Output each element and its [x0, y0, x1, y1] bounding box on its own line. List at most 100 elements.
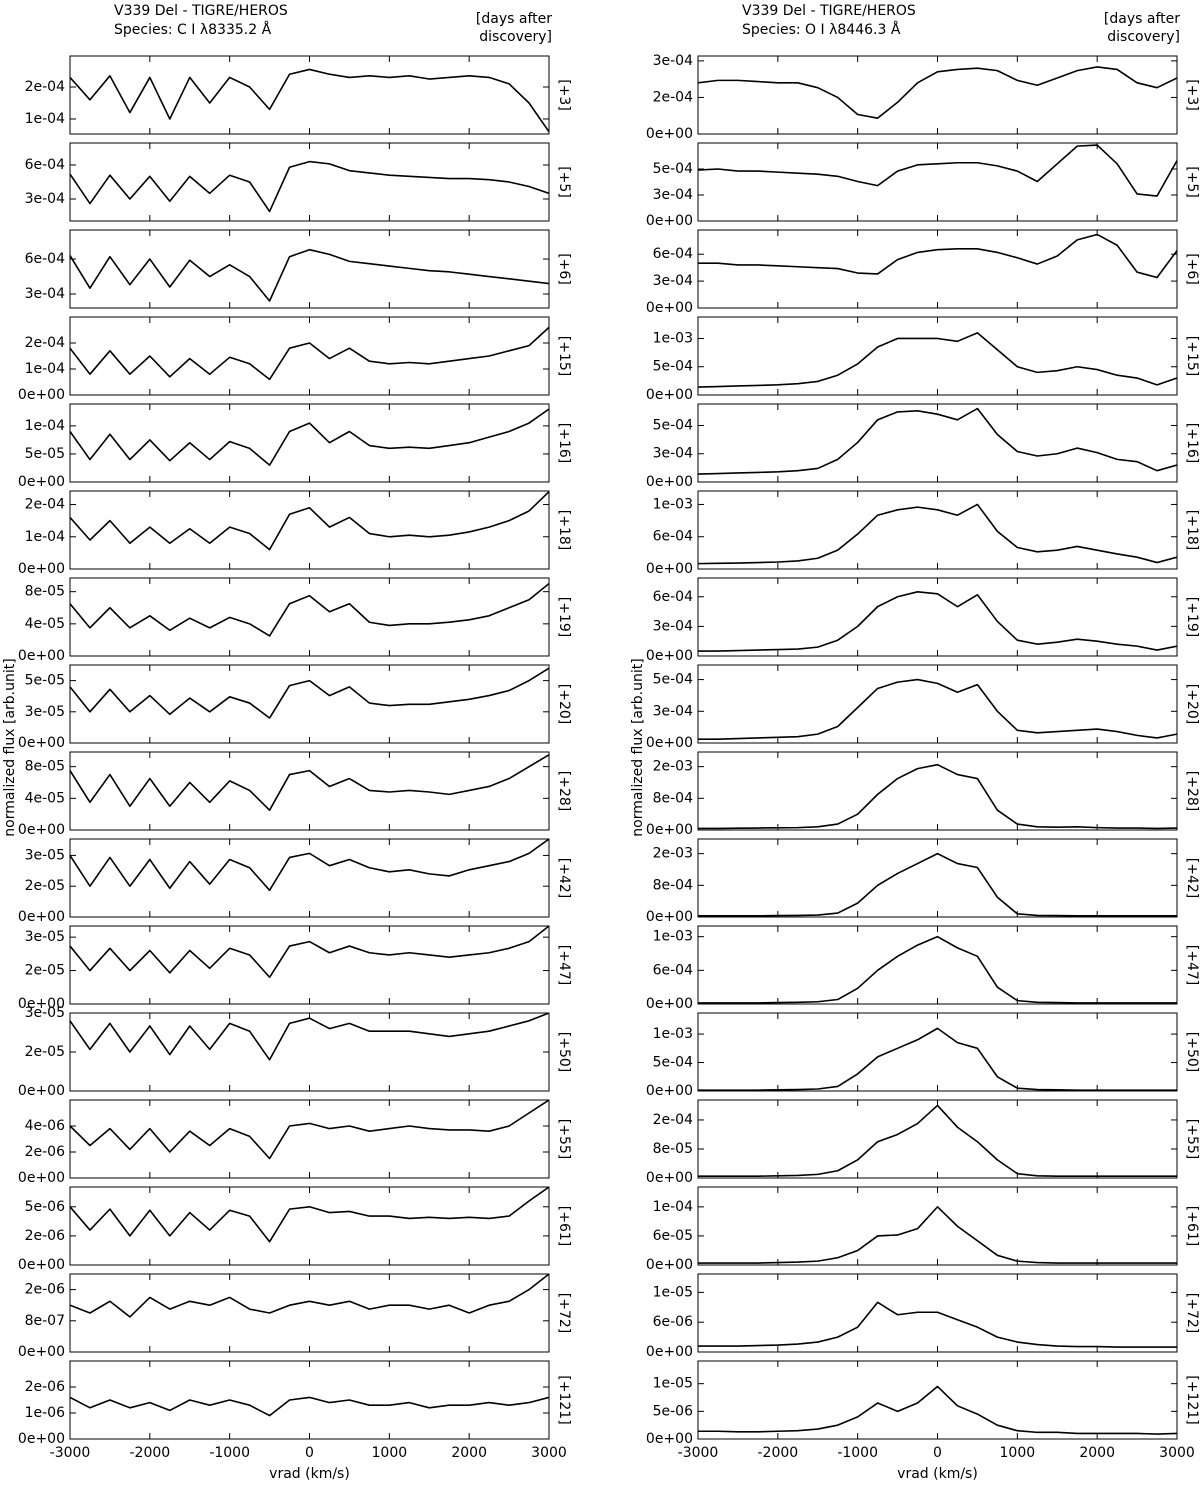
- panel-frame: [69, 838, 550, 918]
- y-tick-label: 6e-04: [25, 157, 65, 173]
- y-tick-label: 0e+00: [18, 1431, 65, 1447]
- spectrum-line: [70, 160, 549, 213]
- panel-day-label: [+3]: [556, 79, 572, 111]
- y-tick-label: 5e-04: [653, 672, 693, 688]
- panel-day-label: [+16]: [556, 423, 572, 463]
- panel-frame: [697, 925, 1178, 1005]
- spectrum-line: [70, 68, 549, 133]
- spectrum-line: [70, 667, 549, 719]
- y-tick-label: 5e-04: [653, 359, 693, 375]
- days-header: [days after: [1104, 11, 1180, 27]
- y-tick-label: 5e-04: [653, 1055, 693, 1071]
- y-tick-label: 3e-04: [653, 187, 693, 203]
- y-tick-label: 8e-07: [25, 1313, 65, 1329]
- y-tick-label: 1e-05: [653, 1284, 693, 1300]
- spectrum-line: [70, 1396, 549, 1417]
- x-tick-label: 2000: [451, 1445, 487, 1461]
- panel-day-label: [+72]: [556, 1293, 572, 1333]
- y-tick-label: 3e-05: [25, 704, 65, 720]
- panel-frame: [697, 664, 1178, 744]
- y-tick-label: 1e-04: [653, 1199, 693, 1215]
- y-tick-label: 8e-04: [653, 877, 693, 893]
- panel-day-label: [+61]: [556, 1206, 572, 1246]
- panel-day-label: [+50]: [556, 1032, 572, 1072]
- y-tick-label: 0e+00: [646, 996, 693, 1012]
- panel-day-label: [+3]: [1184, 79, 1200, 111]
- panel-frame: [69, 1012, 550, 1092]
- panel-frame: [697, 490, 1178, 570]
- spectrum-line: [70, 1187, 549, 1243]
- panel-frame: [69, 1099, 550, 1179]
- y-tick-label: 0e+00: [646, 648, 693, 664]
- y-tick-label: 1e-03: [653, 496, 693, 512]
- y-axis-label: normalized flux [arb.unit]: [2, 658, 18, 836]
- panel-day-label: [+61]: [1184, 1206, 1200, 1246]
- panel-frame: [69, 1273, 550, 1353]
- spectrum-line: [698, 332, 1177, 388]
- panel-frame: [69, 1360, 550, 1440]
- y-tick-label: 0e+00: [646, 213, 693, 229]
- panel-day-label: [+42]: [1184, 858, 1200, 898]
- y-tick-label: 0e+00: [646, 300, 693, 316]
- spectrum-line: [70, 839, 549, 892]
- panel-day-label: [+15]: [1184, 336, 1200, 376]
- spectrum-line: [698, 852, 1177, 917]
- panel-day-label: [+15]: [556, 336, 572, 376]
- spectrum-line: [698, 503, 1177, 565]
- y-tick-label: 0e+00: [18, 822, 65, 838]
- spectrum-line: [70, 408, 549, 466]
- panel-day-label: [+121]: [556, 1375, 572, 1424]
- spectrum-line: [70, 1100, 549, 1160]
- y-tick-label: 3e-05: [25, 1005, 65, 1021]
- panel-frame: [69, 1186, 550, 1266]
- y-tick-label: 4e-05: [25, 616, 65, 632]
- days-header: discovery]: [1107, 29, 1180, 45]
- y-tick-label: 3e-05: [25, 929, 65, 945]
- panel-day-label: [+28]: [1184, 771, 1200, 811]
- spectrum-line: [70, 491, 549, 551]
- y-tick-label: 5e-06: [25, 1199, 65, 1215]
- y-tick-label: 1e-05: [653, 1376, 693, 1392]
- spectrum-line: [698, 763, 1177, 830]
- spectrum-line: [698, 678, 1177, 740]
- y-tick-label: 5e-05: [25, 446, 65, 462]
- y-tick-label: 6e-04: [25, 251, 65, 267]
- x-tick-label: -2000: [129, 1445, 170, 1461]
- y-tick-label: 3e-05: [25, 847, 65, 863]
- spectrum-line: [70, 926, 549, 979]
- y-tick-label: 3e-04: [653, 273, 693, 289]
- y-tick-label: 8e-05: [25, 759, 65, 775]
- panel-frame: [69, 577, 550, 657]
- y-tick-label: 0e+00: [18, 735, 65, 751]
- panel-day-label: [+18]: [1184, 510, 1200, 550]
- y-tick-label: 3e-04: [653, 53, 693, 69]
- panel-frame: [697, 403, 1178, 483]
- spectrum-line: [70, 326, 549, 381]
- spectrum-line: [70, 754, 549, 811]
- panel-day-label: [+72]: [1184, 1293, 1200, 1333]
- panel-frame: [697, 1360, 1178, 1440]
- y-tick-label: 8e-05: [653, 1141, 693, 1157]
- y-tick-label: 2e-06: [25, 1282, 65, 1298]
- y-tick-label: 4e-05: [25, 790, 65, 806]
- y-tick-label: 2e-03: [653, 759, 693, 775]
- y-tick-label: 3e-04: [25, 191, 65, 207]
- spectrum-line: [70, 1013, 549, 1061]
- panel-frame: [69, 403, 550, 483]
- panel-frame: [69, 925, 550, 1005]
- y-tick-label: 1e-06: [25, 1405, 65, 1421]
- spectrum-line: [698, 233, 1177, 279]
- spectrum-line: [70, 1274, 549, 1318]
- y-tick-label: 0e+00: [18, 1257, 65, 1273]
- y-tick-label: 1e-03: [653, 1026, 693, 1042]
- panel-day-label: [+47]: [1184, 945, 1200, 985]
- panel-frame: [69, 751, 550, 831]
- panel-frame: [697, 751, 1178, 831]
- panel-frame: [69, 664, 550, 744]
- y-tick-label: 0e+00: [646, 1083, 693, 1099]
- panel-day-label: [+5]: [1184, 166, 1200, 198]
- y-tick-label: 1e-04: [25, 361, 65, 377]
- x-tick-label: -3000: [50, 1445, 91, 1461]
- y-tick-label: 0e+00: [646, 1431, 693, 1447]
